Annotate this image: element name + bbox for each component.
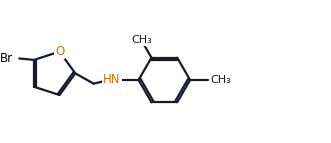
Text: Br: Br (0, 52, 13, 65)
Text: HN: HN (103, 74, 121, 87)
Text: O: O (55, 45, 64, 58)
Text: CH₃: CH₃ (211, 75, 231, 85)
Text: CH₃: CH₃ (131, 35, 152, 45)
